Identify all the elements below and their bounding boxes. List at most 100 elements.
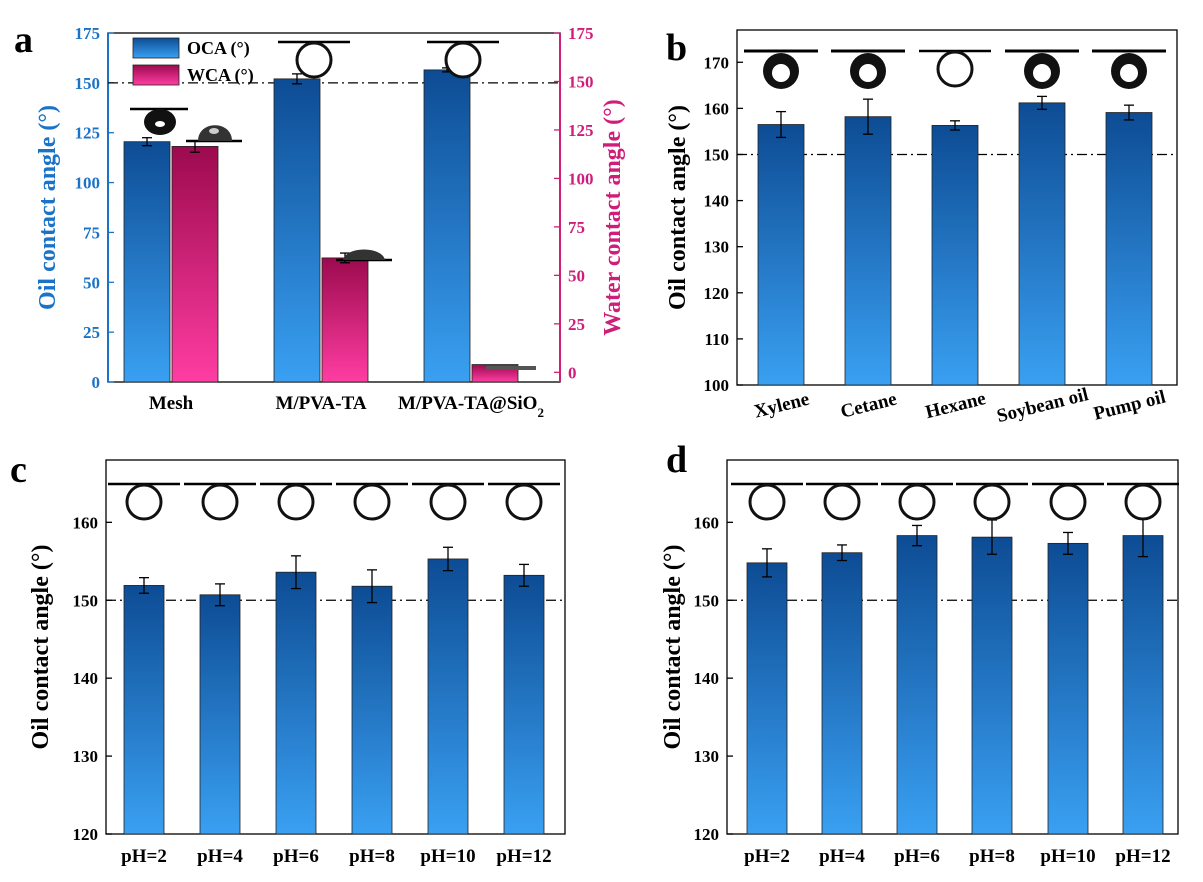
y-right-tick-label: 150 (568, 72, 594, 91)
bar (123, 141, 171, 383)
droplet-outer (1049, 483, 1087, 521)
y-tick-label: 140 (694, 669, 720, 688)
panel-d: d 120 130 140 150 160 Oil contact angle (°) pH=… (660, 439, 1179, 867)
x-tick-label: pH=10 (420, 846, 475, 867)
x-tick-label: pH=2 (121, 846, 167, 867)
panel-label: a (14, 19, 33, 61)
bar (275, 571, 317, 835)
x-tick-label: Cetane (838, 389, 898, 423)
y-axis-label: Oil contact angle (°) (660, 545, 686, 750)
y-tick-label: 50 (83, 273, 100, 292)
bar (746, 562, 788, 835)
droplet-outer (505, 483, 543, 521)
x-tick-label: pH=10 (1040, 846, 1095, 867)
droplet-highlight (209, 128, 219, 134)
bar (503, 574, 545, 835)
droplet-highlight (859, 64, 877, 82)
droplet-outer (295, 41, 333, 79)
droplet-outer (1124, 483, 1162, 521)
bar (1122, 535, 1164, 835)
x-tick-subscript: 2 (537, 405, 544, 420)
droplet-outer (444, 41, 482, 79)
droplet-highlight (155, 121, 165, 127)
x-tick-label: pH=2 (744, 846, 790, 867)
x-tick-label: Hexane (923, 388, 987, 423)
x-tick-label: pH=6 (273, 846, 319, 867)
y-tick-label: 25 (83, 323, 100, 342)
y-tick-label: 110 (704, 330, 729, 349)
y-tick-label: 100 (704, 376, 730, 395)
y-tick-label: 150 (73, 591, 99, 610)
y-axis-label: Oil contact angle (°) (28, 545, 54, 750)
bar (273, 78, 321, 383)
x-tick-label: pH=6 (894, 846, 940, 867)
x-tick-label: pH=12 (1115, 846, 1170, 867)
panel-label: b (666, 27, 687, 69)
droplet-outer (277, 483, 315, 521)
x-tick-label: M/PVA-TA (275, 393, 366, 414)
droplet-images (130, 40, 536, 370)
droplet-outer (201, 483, 239, 521)
bar (896, 535, 938, 835)
x-tick-label: Mesh (149, 393, 194, 414)
y-tick-label: 160 (694, 513, 720, 532)
legend: OCA (°) WCA (°) (132, 37, 254, 86)
droplet-images (108, 482, 560, 521)
droplet-outer (898, 483, 936, 521)
x-tick-label: pH=8 (969, 846, 1015, 867)
bar (1105, 112, 1153, 386)
droplet-highlight (1033, 64, 1051, 82)
y-tick-label: 140 (73, 669, 99, 688)
droplet-outer (429, 483, 467, 521)
droplet-outer (936, 50, 974, 88)
legend-swatch (132, 64, 180, 86)
droplet-outer (343, 249, 385, 260)
droplet-highlight (772, 64, 790, 82)
droplet-outer (748, 483, 786, 521)
panel-label: c (10, 449, 27, 491)
legend-swatch (132, 37, 180, 59)
bar (844, 116, 892, 386)
y-right-tick-label: 50 (568, 266, 585, 285)
bar (423, 69, 471, 383)
y-right-tick-label: 175 (568, 24, 594, 43)
droplet-outer (353, 483, 391, 521)
bar (321, 257, 369, 383)
y-right-axis-label: Water contact angle (°) (600, 99, 626, 335)
bar (1047, 542, 1089, 835)
y-tick-label: 120 (704, 284, 730, 303)
y-tick-label: 160 (704, 99, 730, 118)
droplet-highlight (1120, 64, 1138, 82)
bar (171, 146, 219, 383)
bar (931, 125, 979, 386)
droplet-images (731, 482, 1179, 521)
panel-b: b 100 110 120 130 140 150 160 170 Oil contact ang… (665, 27, 1178, 427)
y-tick-label: 170 (704, 53, 730, 72)
x-tick-label: Xylene (752, 389, 811, 423)
x-tick-label: pH=8 (349, 846, 395, 867)
panel-label: d (666, 439, 687, 481)
bar (757, 124, 805, 386)
y-tick-label: 125 (75, 124, 101, 143)
x-tick-label: M/PVA-TA@SiO2 (398, 393, 544, 420)
y-right-tick-label: 0 (568, 363, 577, 382)
bar (351, 585, 393, 835)
droplet-outer (823, 483, 861, 521)
droplet-outer (125, 483, 163, 521)
panel-a: a 0 25 50 75 100 125 150 175 Oil contact angle (°… (14, 19, 626, 420)
y-tick-label: 120 (694, 825, 720, 844)
y-tick-label: 150 (704, 145, 730, 164)
y-tick-label: 175 (75, 24, 101, 43)
y-right-tick-label: 75 (568, 218, 585, 237)
y-tick-label: 75 (83, 223, 100, 242)
y-tick-label: 100 (75, 174, 101, 193)
droplet-outer (973, 483, 1011, 521)
plot-frame (726, 459, 1179, 835)
bar (1018, 102, 1066, 386)
bar (199, 594, 241, 835)
y-tick-label: 120 (73, 825, 99, 844)
legend-label: WCA (°) (187, 65, 254, 86)
x-tick-label: Pump oil (1092, 387, 1168, 425)
bar (427, 558, 469, 835)
x-tick-label: pH=4 (197, 846, 243, 867)
